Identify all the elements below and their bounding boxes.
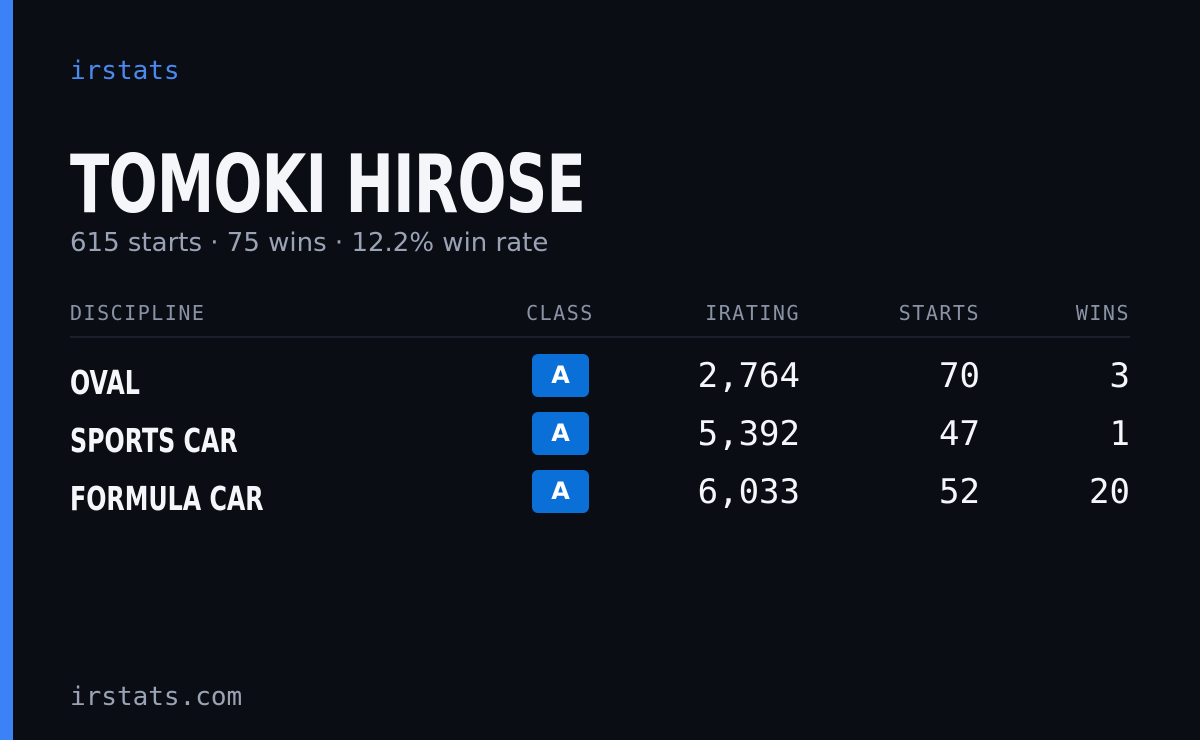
class-badge: A: [532, 412, 589, 455]
starts: 47: [939, 414, 980, 454]
wins: 3: [1109, 356, 1130, 396]
brand: irstats: [70, 56, 180, 86]
header-rule: [70, 336, 1130, 338]
discipline: SPORTS CAR: [70, 421, 238, 460]
driver-name: TOMOKI HIROSE: [70, 138, 586, 231]
column-header: DISCIPLINE: [70, 301, 206, 325]
column-header: WINS: [1075, 301, 1130, 325]
starts: 52: [939, 472, 980, 512]
class-badge: A: [532, 354, 589, 397]
column-header: IRATING: [705, 301, 800, 325]
column-header: STARTS: [898, 301, 980, 325]
footer-link: irstats.com: [70, 682, 243, 712]
irating: 5,392: [697, 414, 800, 454]
column-header: CLASS: [526, 301, 594, 325]
class-badge: A: [532, 470, 589, 513]
irating: 2,764: [697, 356, 800, 396]
driver-summary: 615 starts · 75 wins · 12.2% win rate: [70, 228, 549, 258]
discipline: OVAL: [70, 363, 140, 402]
discipline: FORMULA CAR: [70, 479, 264, 518]
starts: 70: [939, 356, 980, 396]
accent-bar: [0, 0, 13, 740]
wins: 1: [1109, 414, 1130, 454]
wins: 20: [1089, 472, 1130, 512]
irating: 6,033: [697, 472, 800, 512]
